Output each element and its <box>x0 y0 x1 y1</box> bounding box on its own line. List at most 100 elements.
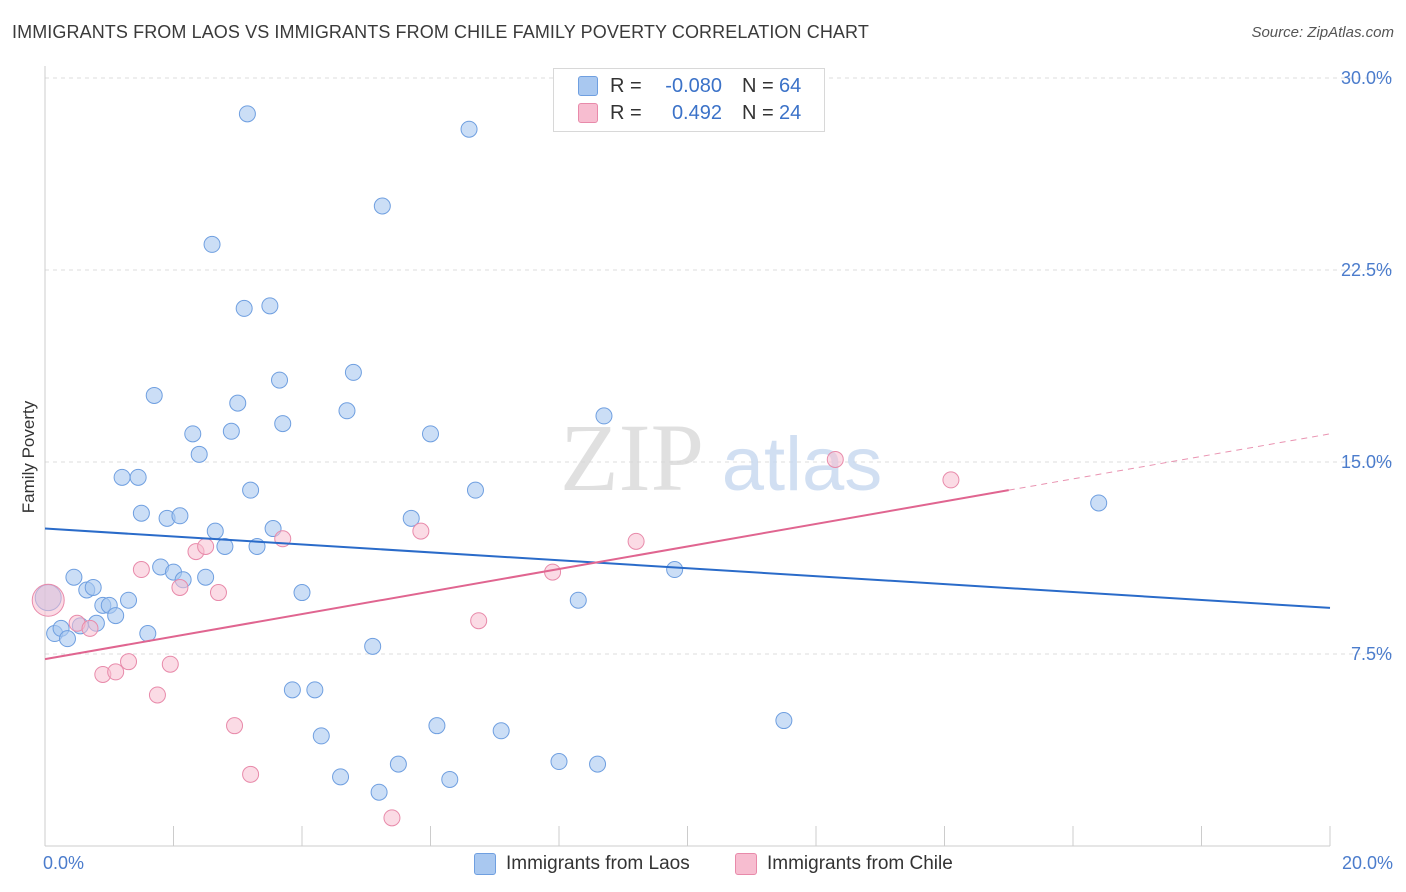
chile-point <box>242 765 260 783</box>
laos-point <box>344 363 362 381</box>
chile-point <box>31 583 65 617</box>
points-layer <box>31 105 1108 827</box>
laos-point <box>775 712 793 730</box>
axes-layer <box>44 66 1331 847</box>
laos-point <box>370 783 388 801</box>
legend-label-chile: Immigrants from Chile <box>767 853 953 874</box>
laos-point <box>389 755 407 773</box>
chile-point <box>209 584 227 602</box>
laos-point <box>129 468 147 486</box>
laos-point <box>283 681 301 699</box>
chile-point <box>226 717 244 735</box>
y-tick-label: 7.5% <box>1351 644 1392 664</box>
watermark-zip: ZIP <box>560 404 704 511</box>
chile-point <box>942 471 960 489</box>
laos-point <box>145 386 163 404</box>
chile-point <box>81 619 99 637</box>
legend-label-laos: Immigrants from Laos <box>506 853 690 874</box>
chile-point <box>171 578 189 596</box>
laos-point <box>242 481 260 499</box>
laos-legend-swatch-icon <box>474 853 496 875</box>
chile-point <box>383 809 401 827</box>
laos-point <box>595 407 613 425</box>
labels-layer: 7.5% 15.0% 22.5% 30.0% 0.0% 20.0% Family Pover… <box>19 68 1393 873</box>
watermark: ZIP atlas <box>560 404 882 511</box>
legend-n-value: 64 <box>779 74 802 97</box>
laos-point <box>65 568 83 586</box>
laos-point <box>222 422 240 440</box>
chile-point <box>197 537 215 555</box>
laos-point <box>373 197 391 215</box>
laos-point <box>402 509 420 527</box>
laos-point <box>206 522 224 540</box>
x-tick-label-max: 20.0% <box>1342 853 1393 873</box>
chart-title: IMMIGRANTS FROM LAOS VS IMMIGRANTS FROM … <box>12 22 869 42</box>
laos-point <box>274 415 292 433</box>
laos-point <box>492 722 510 740</box>
laos-trend-line <box>44 527 1331 609</box>
laos-point <box>428 717 446 735</box>
y-tick-label: 30.0% <box>1341 68 1392 88</box>
chile-point <box>107 663 125 681</box>
legend-r-value: -0.080 <box>665 74 722 97</box>
laos-point <box>238 105 256 123</box>
laos-point <box>107 607 125 625</box>
laos-point <box>271 371 289 389</box>
legend-n-label: N = <box>742 101 774 124</box>
laos-point <box>422 425 439 443</box>
laos-point <box>203 235 221 253</box>
chile-trend-line <box>44 489 1009 661</box>
source-label: Source: ZipAtlas.com <box>1251 24 1394 41</box>
laos-point <box>306 681 324 699</box>
chile-point <box>161 655 179 673</box>
laos-point <box>184 425 202 443</box>
legend-row-chile: R = 0.492 N = 24 <box>578 101 801 125</box>
laos-swatch-icon <box>578 76 598 96</box>
laos-point <box>113 468 131 486</box>
laos-point <box>120 591 138 609</box>
laos-point <box>550 753 568 771</box>
grid-layer <box>45 77 1392 655</box>
legend-n-label: N = <box>742 74 774 97</box>
laos-point <box>84 578 102 596</box>
y-tick-label: 15.0% <box>1341 452 1392 472</box>
legend-r-label: R = <box>610 74 642 97</box>
chile-point <box>120 653 138 671</box>
laos-point <box>569 591 587 609</box>
legend-item-laos[interactable]: Immigrants from Laos <box>474 852 690 876</box>
laos-point <box>58 630 76 648</box>
laos-point <box>332 768 350 786</box>
y-axis-label: Family Poverty <box>19 400 38 513</box>
x-tick-label-min: 0.0% <box>43 853 84 873</box>
laos-point <box>229 394 247 412</box>
laos-point <box>312 727 330 745</box>
laos-point <box>235 299 253 317</box>
laos-point <box>197 568 215 586</box>
chile-legend-swatch-icon <box>735 853 757 875</box>
y-tick-label: 22.5% <box>1341 260 1392 280</box>
legend-n-value: 24 <box>779 101 802 124</box>
legend-item-chile[interactable]: Immigrants from Chile <box>735 852 953 876</box>
chile-point <box>627 532 645 550</box>
laos-point <box>364 637 382 655</box>
chile-point <box>412 522 430 540</box>
correlation-legend: R = -0.080 N = 64 R = 0.492 N = 24 <box>553 68 825 132</box>
laos-point <box>261 297 279 315</box>
legend-r-label: R = <box>610 101 642 124</box>
chile-point <box>148 686 166 704</box>
laos-point <box>1090 494 1108 512</box>
laos-point <box>441 770 459 788</box>
laos-point <box>171 507 189 525</box>
laos-point <box>216 537 234 555</box>
laos-point <box>293 584 311 602</box>
chile-point <box>132 561 150 579</box>
laos-point <box>466 481 484 499</box>
laos-point <box>666 561 684 579</box>
trend-layer <box>44 433 1331 661</box>
chile-point <box>826 450 844 468</box>
chile-point <box>470 612 488 630</box>
laos-point <box>460 120 478 138</box>
legend-row-laos: R = -0.080 N = 64 <box>578 74 801 98</box>
watermark-atlas: atlas <box>722 422 883 507</box>
